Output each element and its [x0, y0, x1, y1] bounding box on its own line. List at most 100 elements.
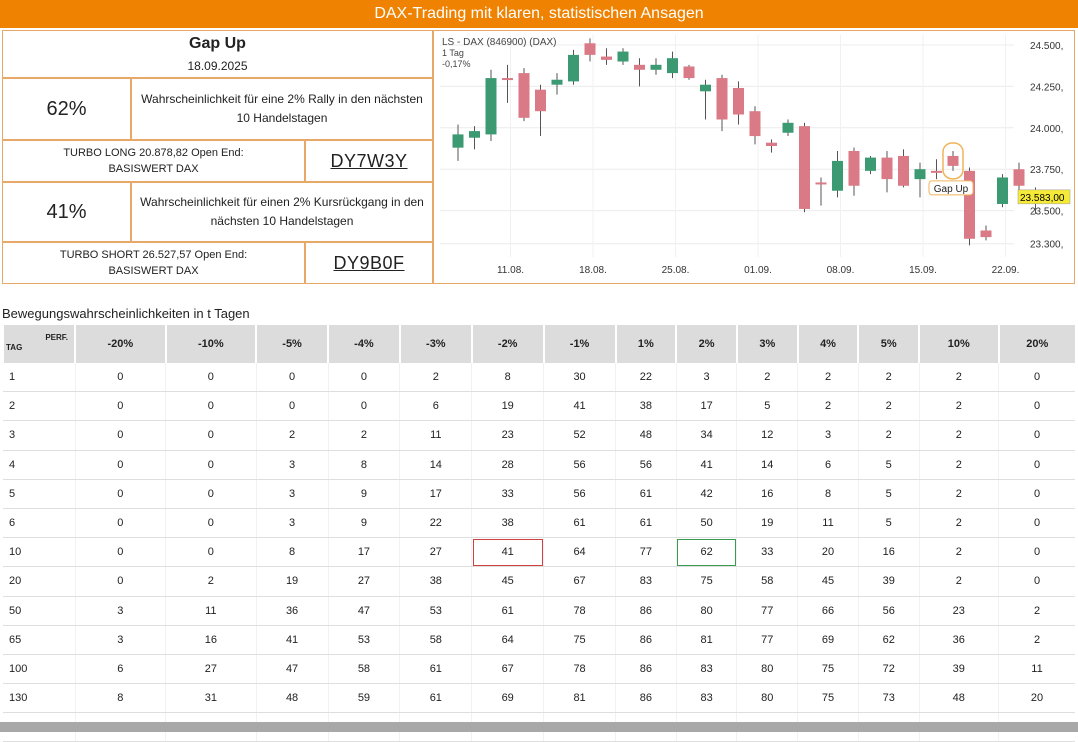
row-tag: 65 [3, 625, 75, 655]
table-cell: 67 [471, 654, 544, 685]
candle-down [601, 56, 612, 60]
table-cell: 50 [675, 508, 737, 539]
y-tick-label: 24.000, [1030, 124, 1063, 135]
table-cell: 0 [74, 537, 166, 568]
table-cell: 81 [543, 683, 616, 714]
table-cell: 0 [74, 508, 166, 539]
table-cell: 22 [399, 508, 472, 539]
table-cell: 30 [543, 363, 616, 393]
table-row: 130 8 31 48 59 61 69 81 86 83 80 75 73 48 20 [3, 683, 1075, 714]
table-cell: 39 [857, 566, 920, 597]
row-tag: 1 [3, 363, 75, 393]
candle-down [502, 78, 513, 81]
candle-down [815, 182, 827, 185]
x-tick-label: 08.09. [827, 265, 855, 276]
table-cell: 16 [736, 479, 798, 509]
turbo-short-basis: BASISWERT DAX [108, 265, 199, 277]
table-cell: 3 [675, 363, 737, 393]
rally-pct: 62% [46, 97, 87, 120]
candle-down [881, 157, 893, 180]
last-price-label: 23.583,00 [1020, 193, 1065, 204]
table-cell: 2 [857, 420, 920, 451]
table-cell: 41 [471, 537, 544, 568]
column-header: -10% [164, 325, 257, 363]
table-cell: 0 [998, 508, 1075, 539]
table-row: 3 0 0 2 2 11 23 52 48 34 12 3 2 2 0 [3, 420, 1075, 451]
table-cell: 80 [736, 654, 798, 685]
turbo-short-box: TURBO SHORT 26.527,57 Open End: BASISWER… [2, 242, 305, 284]
table-cell: 0 [998, 363, 1075, 393]
table-cell: 0 [74, 420, 166, 451]
candle-down [980, 230, 992, 238]
table-cell: 41 [543, 391, 616, 422]
table-cell: 0 [998, 450, 1075, 480]
candlestick-chart: Gap Up 24.500, 24.250, 24.000, 23.750, 23.50… [440, 35, 1071, 276]
table-cell: 2 [736, 363, 798, 393]
candle-down [898, 155, 909, 186]
turbo-long-code-box: DY7W3Y [305, 140, 433, 182]
table-cell: 36 [918, 625, 999, 655]
table-cell: 0 [255, 363, 328, 393]
candle-down [535, 89, 546, 112]
table-cell: 3 [797, 420, 859, 451]
table-cell: 0 [165, 537, 257, 568]
y-tick-label: 24.500, [1030, 41, 1063, 52]
x-tick-label: 11.08. [497, 265, 524, 276]
table-cell: 6 [797, 450, 859, 480]
bottom-bar [0, 722, 1078, 732]
table-cell: 80 [675, 596, 737, 626]
candle-down [799, 126, 810, 209]
decline-desc: Wahrscheinlichkeit für einen 2% Kursrück… [140, 195, 424, 228]
row-tag: 2 [3, 391, 75, 422]
table-row: 65 3 16 41 53 58 64 75 86 81 77 69 62 36 2 [3, 625, 1075, 655]
row-tag: 10 [3, 537, 75, 568]
table-cell: 56 [543, 479, 616, 509]
table-cell: 61 [615, 508, 677, 539]
table-row: 2 0 0 0 0 6 19 41 38 17 5 2 2 2 0 [3, 391, 1075, 422]
table-cell: 9 [327, 508, 400, 539]
table-cell: 67 [543, 566, 616, 597]
rally-pct-box: 62% [2, 78, 131, 140]
table-cell: 8 [797, 479, 859, 509]
table-cell: 0 [74, 363, 166, 393]
table-cell: 2 [327, 420, 400, 451]
last-price-box [1017, 189, 1071, 205]
table-cell: 58 [327, 654, 400, 685]
table-cell: 2 [918, 450, 999, 480]
signal-date: 18.09.2025 [187, 59, 248, 73]
rally-desc-box: Wahrscheinlichkeit für eine 2% Rally in … [131, 78, 433, 140]
column-header: -1% [542, 325, 616, 363]
column-header: -2% [470, 325, 544, 363]
table-cell: 77 [736, 596, 798, 626]
table-cell: 2 [797, 391, 859, 422]
turbo-long-code-link[interactable]: DY7W3Y [330, 150, 408, 171]
candle-up [452, 134, 464, 148]
row-tag: 5 [3, 479, 75, 509]
rally-desc: Wahrscheinlichkeit für eine 2% Rally in … [141, 92, 423, 125]
table-cell: 8 [74, 683, 166, 714]
table-cell: 64 [471, 625, 544, 655]
table-cell: 33 [736, 537, 798, 568]
table-cell: 3 [255, 450, 328, 480]
table-cell: 45 [797, 566, 859, 597]
table-cell: 38 [471, 508, 544, 539]
candle-up [832, 160, 843, 191]
turbo-short-code-link[interactable]: DY9B0F [333, 252, 405, 273]
decline-pct-box: 41% [2, 182, 131, 242]
table-cell: 56 [857, 596, 920, 626]
x-tick-label: 15.09. [909, 265, 937, 276]
table-cell: 0 [165, 363, 257, 393]
table-cell: 0 [165, 420, 257, 451]
table-cell: 17 [675, 391, 737, 422]
table-cell: 2 [918, 537, 999, 568]
table-cell: 0 [74, 391, 166, 422]
table-cell: 12 [736, 420, 798, 451]
candle-down [518, 73, 530, 118]
candle-up [485, 78, 497, 135]
table-cell: 3 [255, 479, 328, 509]
table-cell: 56 [615, 450, 677, 480]
tag-header: TAG [6, 343, 23, 352]
table-row: 6 0 0 3 9 22 38 61 61 50 19 11 5 2 0 [3, 508, 1075, 539]
table-row: 20 0 2 19 27 38 45 67 83 75 58 45 39 2 0 [3, 566, 1075, 597]
table-cell: 6 [399, 391, 472, 422]
